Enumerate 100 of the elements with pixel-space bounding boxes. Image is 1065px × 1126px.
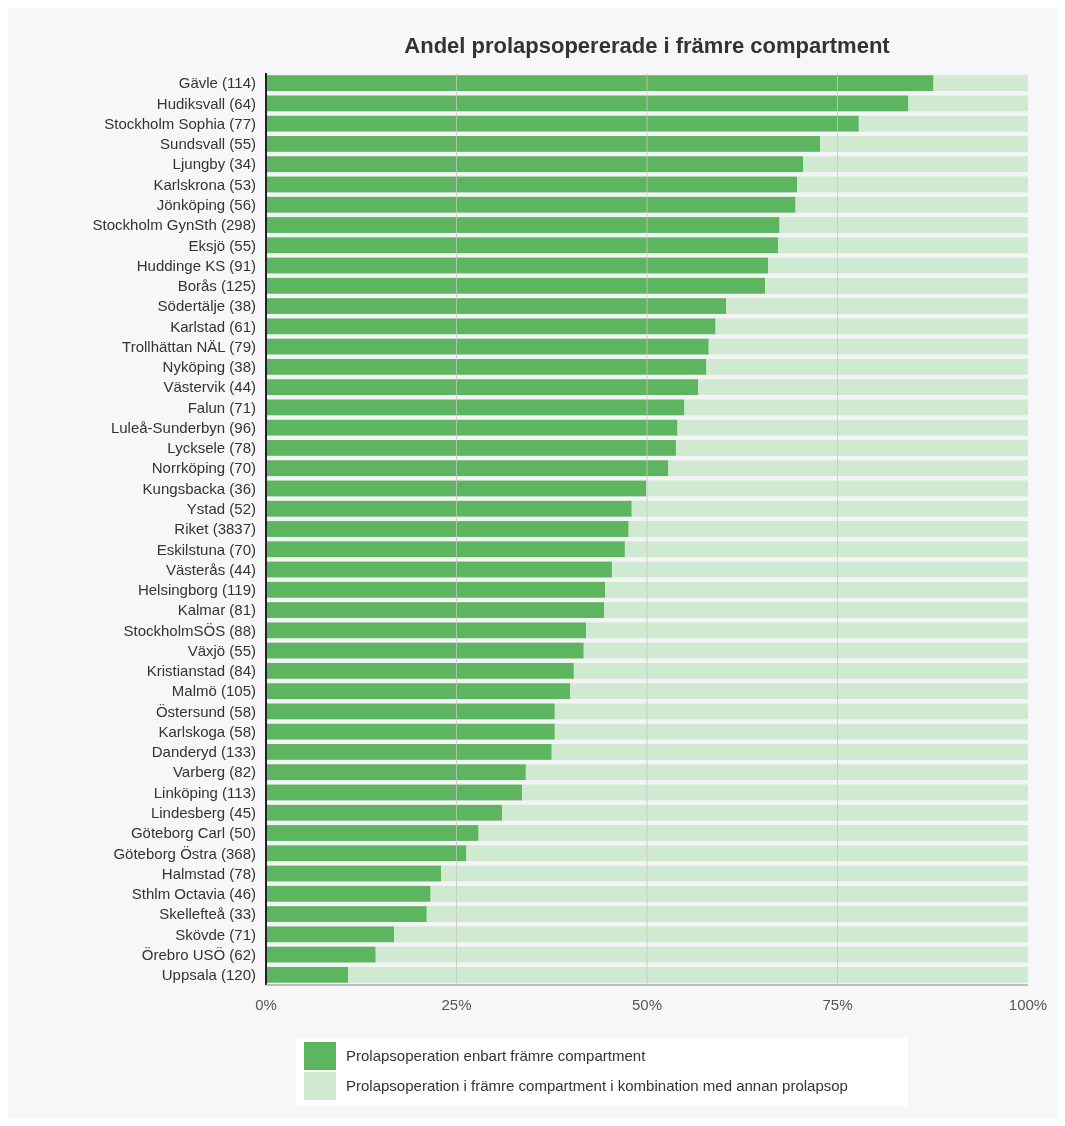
bar <box>266 804 503 821</box>
bar <box>631 500 1028 517</box>
y-tick-label: Ystad (52) <box>186 499 256 517</box>
bar <box>266 521 629 537</box>
bar <box>266 764 526 781</box>
bar <box>348 966 1028 983</box>
y-tick-label: Varberg (82) <box>172 763 256 781</box>
y-tick-label: Gävle (114) <box>178 74 256 92</box>
y-tick-label: Karlskoga (58) <box>158 722 256 740</box>
y-tick-label: Linköping (113) <box>153 783 256 801</box>
bar <box>502 804 1028 821</box>
y-tick-label: Kalmar (81) <box>177 601 256 619</box>
bar <box>551 744 1028 760</box>
bar <box>266 338 709 355</box>
y-tick-label: Sthlm Octavia (46) <box>131 885 256 903</box>
y-tick-label: Östersund (58) <box>155 702 256 720</box>
y-tick-label: Karlskrona (53) <box>153 175 256 193</box>
y-tick-label: Stockholm GynSth (298) <box>92 216 256 234</box>
bar <box>266 196 796 213</box>
bar <box>266 75 934 92</box>
y-tick-label: Sundsvall (55) <box>160 135 256 153</box>
bar <box>715 318 1028 335</box>
bar <box>803 156 1028 173</box>
y-tick-label: Göteborg Östra (368) <box>113 844 256 862</box>
bar <box>266 541 625 558</box>
bar <box>266 662 574 679</box>
bar <box>684 399 1028 416</box>
bar <box>698 379 1028 396</box>
y-tick-label: Karlstad (61) <box>170 317 256 335</box>
bar <box>797 176 1028 193</box>
bar <box>605 581 1028 598</box>
bar <box>266 642 584 659</box>
bar <box>266 622 587 639</box>
y-tick-label: Trollhättan NÄL (79) <box>122 337 256 355</box>
bar <box>266 500 632 517</box>
y-tick-label: Skellefteå (33) <box>159 905 256 923</box>
bar <box>266 946 376 963</box>
x-tick-label: 25% <box>441 996 472 1013</box>
bar <box>266 845 467 862</box>
y-tick-label: Göteborg Carl (50) <box>130 824 256 842</box>
bar <box>819 136 1028 152</box>
y-tick-label: Eksjö (55) <box>188 236 256 254</box>
y-tick-label: Danderyd (133) <box>151 743 256 761</box>
bar <box>266 460 669 477</box>
bar <box>266 257 769 274</box>
bar <box>375 946 1028 963</box>
bar <box>570 683 1028 700</box>
bar <box>266 176 798 193</box>
y-tick-label: Västervik (44) <box>163 378 256 396</box>
bar <box>266 379 699 396</box>
bar <box>266 683 571 700</box>
bar <box>611 561 1028 578</box>
y-tick-label: Eskilstuna (70) <box>156 540 256 558</box>
y-tick-label: Ljungby (34) <box>172 155 256 173</box>
bar <box>478 825 1028 841</box>
bar <box>554 723 1028 740</box>
bar <box>583 642 1028 659</box>
x-tick-label: 0% <box>255 996 277 1013</box>
bar <box>266 581 606 598</box>
bar <box>779 217 1028 233</box>
bar <box>266 419 678 436</box>
y-tick-label: Helsingborg (119) <box>137 581 256 599</box>
bar <box>266 703 555 720</box>
y-tick-label: Luleå-Sunderbyn (96) <box>110 418 256 436</box>
y-tick-label: Falun (71) <box>187 398 256 416</box>
legend-label: Prolapsoperation enbart främre compartment <box>346 1047 647 1065</box>
y-tick-label: Hudiksvall (64) <box>156 94 256 112</box>
bar <box>266 885 431 902</box>
bar <box>573 662 1028 679</box>
y-tick-label: Halmstad (78) <box>161 864 256 882</box>
bar <box>768 257 1028 274</box>
y-tick-label: Stockholm Sophia (77) <box>104 114 256 132</box>
bar <box>266 399 685 416</box>
y-tick-label: Södertälje (38) <box>157 297 256 315</box>
bar <box>266 358 707 375</box>
bar <box>266 277 766 294</box>
bar <box>525 764 1028 781</box>
bar <box>266 237 779 254</box>
y-tick-label: Riket (3837) <box>174 520 256 538</box>
bar <box>266 825 479 841</box>
y-tick-label: Växjö (55) <box>187 641 256 659</box>
y-tick-label: Västerås (44) <box>165 560 256 578</box>
bar <box>266 723 555 740</box>
bar <box>624 541 1028 558</box>
bar <box>426 906 1028 922</box>
bar <box>266 926 395 943</box>
bar <box>858 115 1028 132</box>
bar <box>266 115 859 132</box>
bar <box>266 744 552 760</box>
bar <box>604 602 1028 618</box>
bar <box>266 865 442 882</box>
y-tick-label: Nyköping (38) <box>162 358 256 376</box>
x-tick-label: 50% <box>631 996 663 1013</box>
bar <box>677 419 1028 436</box>
y-tick-label: Uppsala (120) <box>161 966 256 984</box>
bar <box>708 338 1028 355</box>
bar <box>675 440 1028 456</box>
bar <box>266 480 647 497</box>
bar <box>441 865 1028 882</box>
y-tick-label: Jönköping (56) <box>156 195 256 213</box>
